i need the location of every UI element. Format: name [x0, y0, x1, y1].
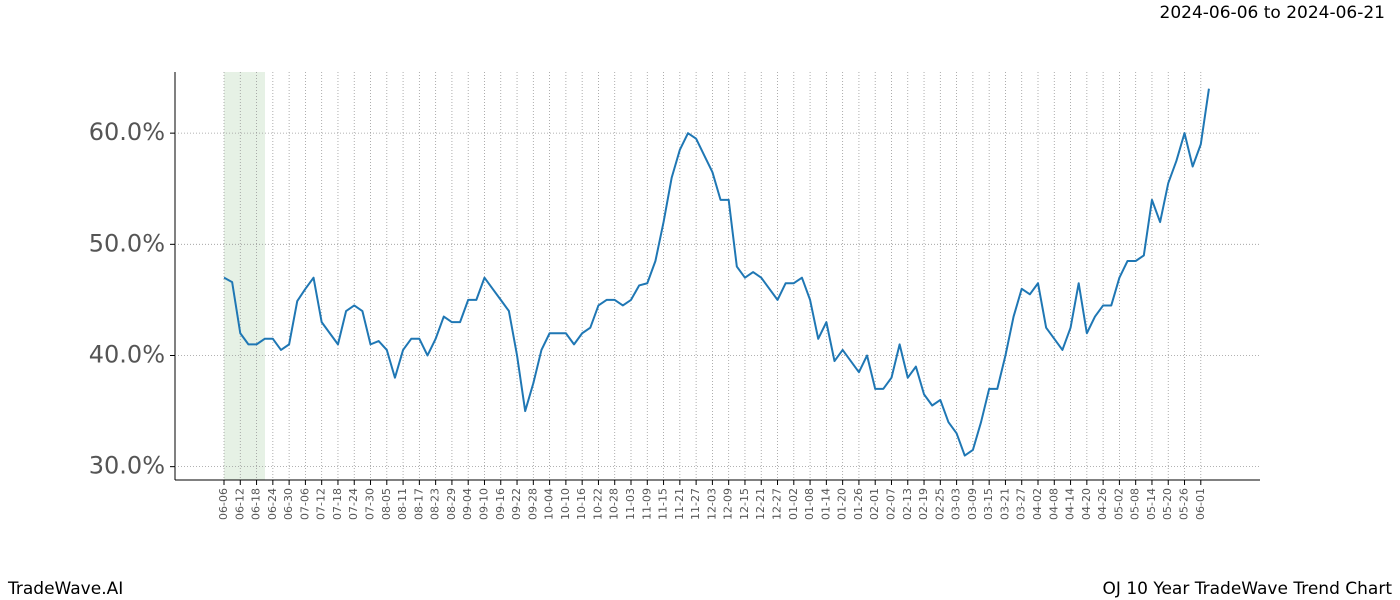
- x-tick-label: 11-03: [624, 488, 637, 520]
- x-tick-label: 02-25: [933, 488, 946, 520]
- x-tick-label: 08-29: [445, 488, 458, 520]
- x-tick-label: 02-07: [884, 488, 897, 520]
- x-tick-label: 07-06: [298, 488, 311, 520]
- x-tick-label: 05-02: [1112, 488, 1125, 520]
- x-tick-label: 03-15: [982, 488, 995, 520]
- x-tick-label: 10-16: [575, 488, 588, 520]
- highlight-range: [224, 72, 265, 480]
- x-tick-label: 07-18: [331, 488, 344, 520]
- x-tick-label: 09-04: [461, 488, 474, 520]
- x-tick-label: 11-27: [689, 488, 702, 520]
- x-tick-label: 06-30: [282, 488, 295, 520]
- x-tick-label: 01-02: [787, 488, 800, 520]
- x-tick-label: 10-28: [608, 488, 621, 520]
- y-tick-label: 60.0%: [89, 118, 165, 146]
- x-tick-label: 03-03: [950, 488, 963, 520]
- x-tick-label: 01-26: [852, 488, 865, 520]
- x-tick-label: 08-23: [429, 488, 442, 520]
- x-tick-label: 04-26: [1096, 488, 1109, 520]
- chart-title: OJ 10 Year TradeWave Trend Chart: [1103, 579, 1393, 599]
- source: TradeWave.AI: [7, 579, 123, 599]
- y-tick-label: 40.0%: [89, 340, 165, 368]
- x-tick-label: 11-21: [673, 488, 686, 520]
- x-tick-label: 01-20: [836, 488, 849, 520]
- y-tick-label: 50.0%: [89, 229, 165, 257]
- x-tick-label: 11-09: [640, 488, 653, 520]
- x-tick-label: 02-01: [868, 488, 881, 520]
- x-tick-label: 07-30: [364, 488, 377, 520]
- x-tick-label: 12-27: [771, 488, 784, 520]
- x-tick-label: 05-08: [1129, 488, 1142, 520]
- x-tick-label: 09-22: [510, 488, 523, 520]
- x-tick-label: 09-10: [477, 488, 490, 520]
- x-tick-label: 03-21: [998, 488, 1011, 520]
- x-tick-label: 02-13: [901, 488, 914, 520]
- x-tick-label: 10-10: [559, 488, 572, 520]
- x-tick-label: 09-16: [494, 488, 507, 520]
- x-tick-label: 12-15: [738, 488, 751, 520]
- x-tick-label: 04-02: [1031, 488, 1044, 520]
- x-tick-label: 10-04: [543, 488, 556, 520]
- x-tick-label: 01-14: [819, 488, 832, 520]
- x-tick-label: 08-11: [396, 488, 409, 520]
- x-tick-label: 05-14: [1145, 488, 1158, 520]
- x-tick-label: 04-20: [1080, 488, 1093, 520]
- x-tick-label: 06-06: [217, 488, 230, 520]
- x-tick-label: 08-17: [412, 488, 425, 520]
- x-tick-label: 03-09: [966, 488, 979, 520]
- x-tick-label: 12-21: [754, 488, 767, 520]
- x-tick-label: 11-15: [657, 488, 670, 520]
- trend-line: [223, 88, 1210, 457]
- x-tick-label: 05-26: [1178, 488, 1191, 520]
- x-tick-label: 07-24: [347, 488, 360, 520]
- x-tick-label: 04-08: [1047, 488, 1060, 520]
- x-tick-label: 06-12: [233, 488, 246, 520]
- chart-subtitle: 2024-06-06 to 2024-06-21: [1160, 3, 1385, 23]
- x-tick-label: 09-28: [526, 488, 539, 520]
- x-tick-label: 06-18: [250, 488, 263, 520]
- x-tick-label: 07-12: [315, 488, 328, 520]
- x-tick-label: 12-09: [722, 488, 735, 520]
- x-tick-label: 03-27: [1015, 488, 1028, 520]
- x-tick-label: 02-19: [917, 488, 930, 520]
- x-tick-label: 05-20: [1161, 488, 1174, 520]
- x-tick-label: 12-03: [705, 488, 718, 520]
- x-tick-label: 06-01: [1194, 488, 1207, 520]
- x-tick-label: 10-22: [591, 488, 604, 520]
- x-tick-label: 08-05: [380, 488, 393, 520]
- x-tick-label: 01-08: [803, 488, 816, 520]
- y-tick-label: 30.0%: [89, 452, 165, 480]
- x-tick-label: 04-14: [1064, 488, 1077, 520]
- x-tick-label: 06-24: [266, 488, 279, 520]
